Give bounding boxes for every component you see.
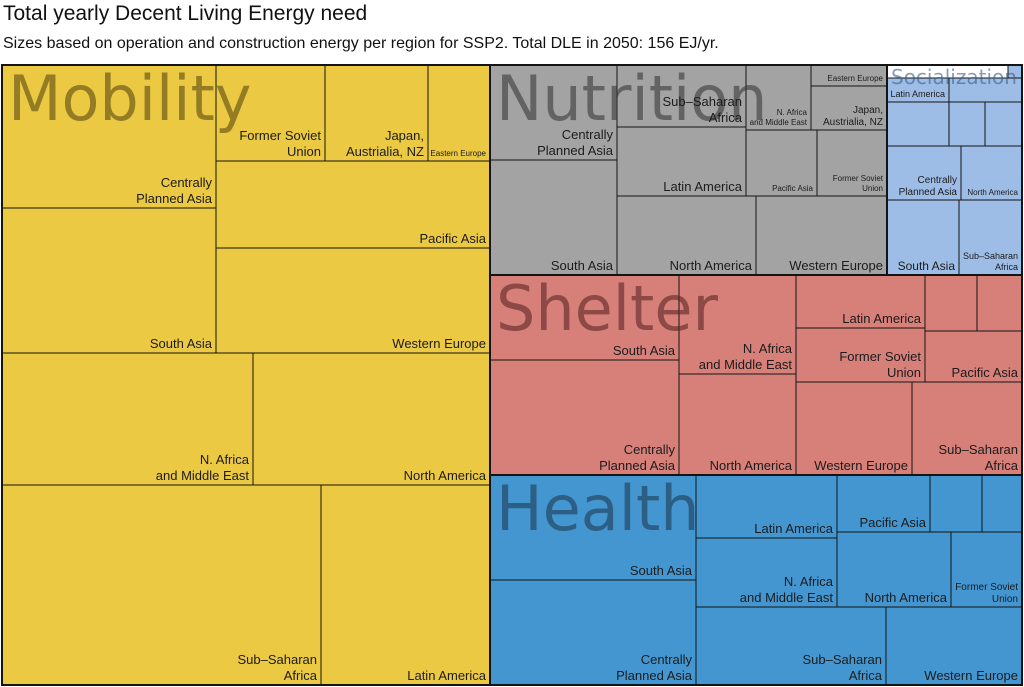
region-label-health-centrally-planned-asia: Centrally Planned Asia <box>616 652 693 683</box>
region-label-shelter-sub-saharan-africa: Sub–Saharan Africa <box>938 442 1018 473</box>
category-label-shelter: Shelter <box>496 272 718 345</box>
category-socialization: Socialization South Asia Sub–Saharan Africa… <box>886 64 1023 276</box>
region-label-health-south-asia: South Asia <box>630 563 693 578</box>
region-label-shelter-pacific-asia: Pacific Asia <box>952 365 1019 380</box>
cell-nutrition-n-africa-and-middle-east <box>745 64 812 131</box>
cell-nutrition-japan-australia-nz <box>810 85 888 131</box>
region-label-nutrition-latin-america: Latin America <box>663 179 743 194</box>
cell-health-unlabeled <box>981 474 1023 533</box>
region-label-mobility-centrally-planned-asia: Centrally Planned Asia <box>136 175 213 206</box>
region-label-health-former-soviet-union: Former Soviet Union <box>955 582 1018 605</box>
cell-shelter-unlabeled <box>924 274 978 332</box>
category-label-mobility: Mobility <box>8 62 251 135</box>
region-label-socialization-south-asia: South Asia <box>898 259 956 273</box>
cell-health-former-soviet-union <box>950 531 1023 608</box>
chart-title: Total yearly Decent Living Energy need <box>3 2 368 25</box>
category-mobility: Mobility Sub–Saharan Africa Latin America N.… <box>1 62 491 686</box>
category-label-nutrition: Nutrition <box>496 62 767 135</box>
region-label-nutrition-sub-saharan-africa: Sub–Saharan Africa <box>662 94 742 125</box>
category-health: Health Centrally Planned Asia South Asia Sub… <box>489 472 1023 686</box>
cell-shelter-latin-america <box>795 274 926 329</box>
cell-mobility-north-america <box>252 352 491 486</box>
region-label-nutrition-eastern-europe: Eastern Europe <box>827 74 883 83</box>
cell-shelter-south-asia <box>489 274 680 361</box>
region-label-mobility-north-america: North America <box>404 468 487 483</box>
cell-health-unlabeled <box>929 474 983 533</box>
cell-nutrition-former-soviet-union <box>816 129 888 197</box>
cell-shelter-centrally-planned-asia <box>489 359 680 476</box>
region-label-mobility-sub-saharan-africa: Sub–Saharan Africa <box>237 652 317 683</box>
chart-subtitle: Sizes based on operation and constructio… <box>3 35 719 52</box>
region-label-health-pacific-asia: Pacific Asia <box>860 515 927 530</box>
cell-nutrition-pacific-asia <box>745 129 818 197</box>
region-label-mobility-n-africa-and-middle-east: N. Africa and Middle East <box>156 452 250 483</box>
region-label-mobility-japan-australia-nz: Japan, Austrialia, NZ <box>346 128 424 159</box>
cell-socialization-unlabeled <box>984 101 1023 147</box>
region-label-socialization-centrally-planned-asia: Centrally Planned Asia <box>899 175 958 198</box>
region-label-nutrition-western-europe: Western Europe <box>789 258 883 273</box>
cell-shelter-sub-saharan-africa <box>911 381 1023 476</box>
region-label-mobility-south-asia: South Asia <box>150 336 213 351</box>
region-label-mobility-pacific-asia: Pacific Asia <box>420 231 487 246</box>
region-label-health-n-africa-and-middle-east: N. Africa and Middle East <box>740 574 834 605</box>
cell-health-n-africa-and-middle-east <box>695 537 838 608</box>
category-label-socialization: Socialization <box>891 65 1017 89</box>
cell-socialization-unlabeled <box>886 101 950 147</box>
cell-health-latin-america <box>695 474 838 539</box>
cell-health-south-asia <box>489 474 697 581</box>
cell-mobility-south-asia <box>1 207 217 354</box>
region-label-nutrition-n-africa-and-middle-east: N. Africa and Middle East <box>750 108 808 127</box>
cell-nutrition-south-asia <box>489 159 618 276</box>
region-label-socialization-north-america: North America <box>967 188 1018 197</box>
region-label-health-latin-america: Latin America <box>754 521 834 536</box>
cell-mobility-japan-australia-nz <box>324 64 429 162</box>
cell-shelter-north-america <box>678 373 797 476</box>
cell-mobility-centrally-planned-asia <box>1 64 217 209</box>
region-label-shelter-former-soviet-union: Former Soviet Union <box>839 349 921 380</box>
region-label-shelter-south-asia: South Asia <box>613 343 676 358</box>
region-label-shelter-latin-america: Latin America <box>842 311 922 326</box>
category-nutrition: Nutrition South Asia North America Western … <box>489 62 888 276</box>
cell-health-sub-saharan-africa <box>695 606 887 686</box>
region-label-mobility-former-soviet-union: Former Soviet Union <box>239 128 321 159</box>
region-label-socialization-sub-saharan-africa: Sub–Saharan Africa <box>963 251 1018 272</box>
region-label-nutrition-pacific-asia: Pacific Asia <box>772 184 813 193</box>
region-label-shelter-western-europe: Western Europe <box>814 458 908 473</box>
region-label-health-sub-saharan-africa: Sub–Saharan Africa <box>802 652 882 683</box>
category-frame-health <box>489 474 1023 686</box>
region-label-nutrition-centrally-planned-asia: Centrally Planned Asia <box>537 127 614 158</box>
cell-mobility-eastern-europe <box>427 64 491 162</box>
cell-shelter-western-europe <box>795 381 913 476</box>
region-label-mobility-eastern-europe: Eastern Europe <box>430 149 486 158</box>
region-label-mobility-western-europe: Western Europe <box>392 336 486 351</box>
cell-socialization-north-america <box>960 145 1023 201</box>
cell-shelter-n-africa-and-middle-east <box>678 274 797 375</box>
cell-mobility-western-europe <box>215 247 491 354</box>
region-label-nutrition-south-asia: South Asia <box>551 258 614 273</box>
region-label-nutrition-north-america: North America <box>670 258 753 273</box>
cell-socialization-unlabeled <box>948 77 1023 103</box>
region-label-nutrition-former-soviet-union: Former Soviet Union <box>833 174 884 193</box>
region-label-shelter-n-africa-and-middle-east: N. Africa and Middle East <box>699 341 793 372</box>
cell-nutrition-latin-america <box>616 126 747 197</box>
category-label-health: Health <box>496 472 700 545</box>
cell-shelter-pacific-asia <box>924 330 1023 383</box>
cell-health-pacific-asia <box>836 474 931 533</box>
cell-shelter-unlabeled <box>976 274 1023 332</box>
region-label-health-north-america: North America <box>865 590 948 605</box>
cell-mobility-latin-america <box>320 484 491 686</box>
region-label-mobility-latin-america: Latin America <box>407 668 487 683</box>
cell-mobility-sub-saharan-africa <box>1 484 322 686</box>
cell-socialization-unlabeled <box>948 101 986 147</box>
region-label-shelter-centrally-planned-asia: Centrally Planned Asia <box>599 442 676 473</box>
region-label-health-western-europe: Western Europe <box>924 668 1018 683</box>
region-label-socialization-latin-america: Latin America <box>890 89 945 99</box>
region-label-nutrition-japan-australia-nz: Japan, Austrialia, NZ <box>823 105 883 128</box>
cell-nutrition-western-europe <box>755 195 888 276</box>
region-label-shelter-north-america: North America <box>710 458 793 473</box>
